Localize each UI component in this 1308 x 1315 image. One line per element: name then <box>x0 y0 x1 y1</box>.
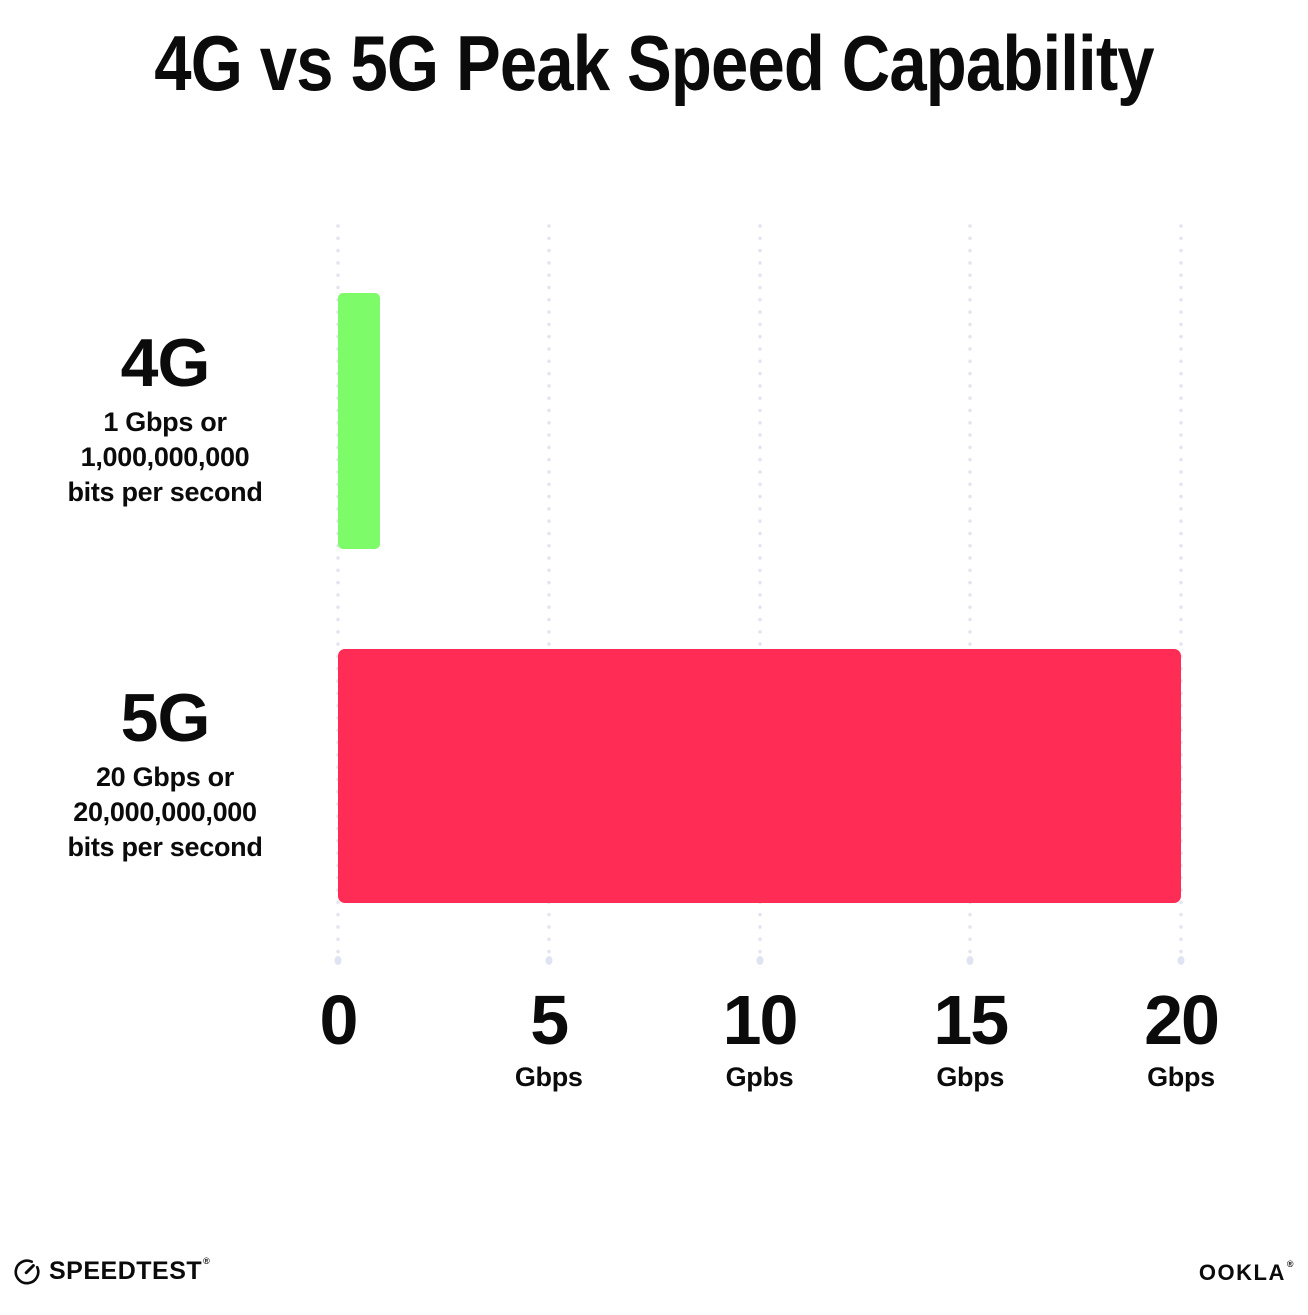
category-label-5g: 5G 20 Gbps or 20,000,000,000 bits per se… <box>26 683 304 865</box>
bar-5g <box>338 649 1181 903</box>
category-label-4g: 4G 1 Gbps or 1,000,000,000 bits per seco… <box>26 328 304 510</box>
x-axis: 0 5 Gbps 10 Gpbs 15 Gbps 20 Gbps <box>320 961 1220 1121</box>
x-tick-value: 0 <box>319 981 359 1059</box>
gridline-20 <box>1179 224 1183 961</box>
category-subtext-4g: 1 Gbps or 1,000,000,000 bits per second <box>26 405 304 510</box>
trademark-symbol: ® <box>1286 1259 1295 1269</box>
ookla-logo: OOKLA® <box>1198 1259 1295 1285</box>
x-tick-10: 10 Gpbs <box>722 961 799 1092</box>
x-tick-unit: Gbps <box>936 1062 1005 1092</box>
category-title-4g: 4G <box>120 325 211 401</box>
x-tick-unit: Gpbs <box>725 1062 794 1092</box>
x-tick-value: 20 <box>1144 981 1220 1059</box>
speedtest-wordmark: SPEEDTEST® <box>49 1255 211 1285</box>
x-tick-0: 0 <box>319 961 359 1091</box>
x-tick-value: 10 <box>722 981 799 1059</box>
subtext-line: 1 Gbps or <box>103 406 227 437</box>
bar-4g <box>338 293 381 549</box>
gridline-15 <box>968 224 973 961</box>
x-tick-value: 15 <box>933 981 1009 1059</box>
subtext-line: 20 Gbps or <box>95 761 235 792</box>
speedtest-logo: SPEEDTEST® <box>12 1255 211 1286</box>
x-tick-unit: Gbps <box>1147 1062 1215 1092</box>
chart-title: 4G vs 5G Peak Speed Capability <box>154 19 1154 107</box>
x-tick-unit: Gbps <box>514 1062 583 1092</box>
speedtest-gauge-icon <box>14 1259 40 1285</box>
subtext-line: 1,000,000,000 <box>80 441 250 472</box>
subtext-line: 20,000,000,000 <box>73 796 257 827</box>
x-tick-15: 15 Gbps <box>933 961 1009 1092</box>
category-title-5g: 5G <box>120 680 211 756</box>
gridline-0 <box>336 224 340 961</box>
x-tick-20: 20 Gbps <box>1144 961 1220 1092</box>
category-subtext-5g: 20 Gbps or 20,000,000,000 bits per secon… <box>26 760 304 865</box>
subtext-line: bits per second <box>67 476 263 507</box>
trademark-symbol: ® <box>203 1255 211 1266</box>
x-tick-5: 5 Gbps <box>515 961 583 1091</box>
plot-area <box>336 224 1183 961</box>
x-tick-unit <box>320 1064 357 1091</box>
subtext-line: bits per second <box>67 831 263 862</box>
gridline-10 <box>757 224 762 961</box>
x-tick-value: 5 <box>530 981 569 1059</box>
gridline-5 <box>546 224 551 961</box>
